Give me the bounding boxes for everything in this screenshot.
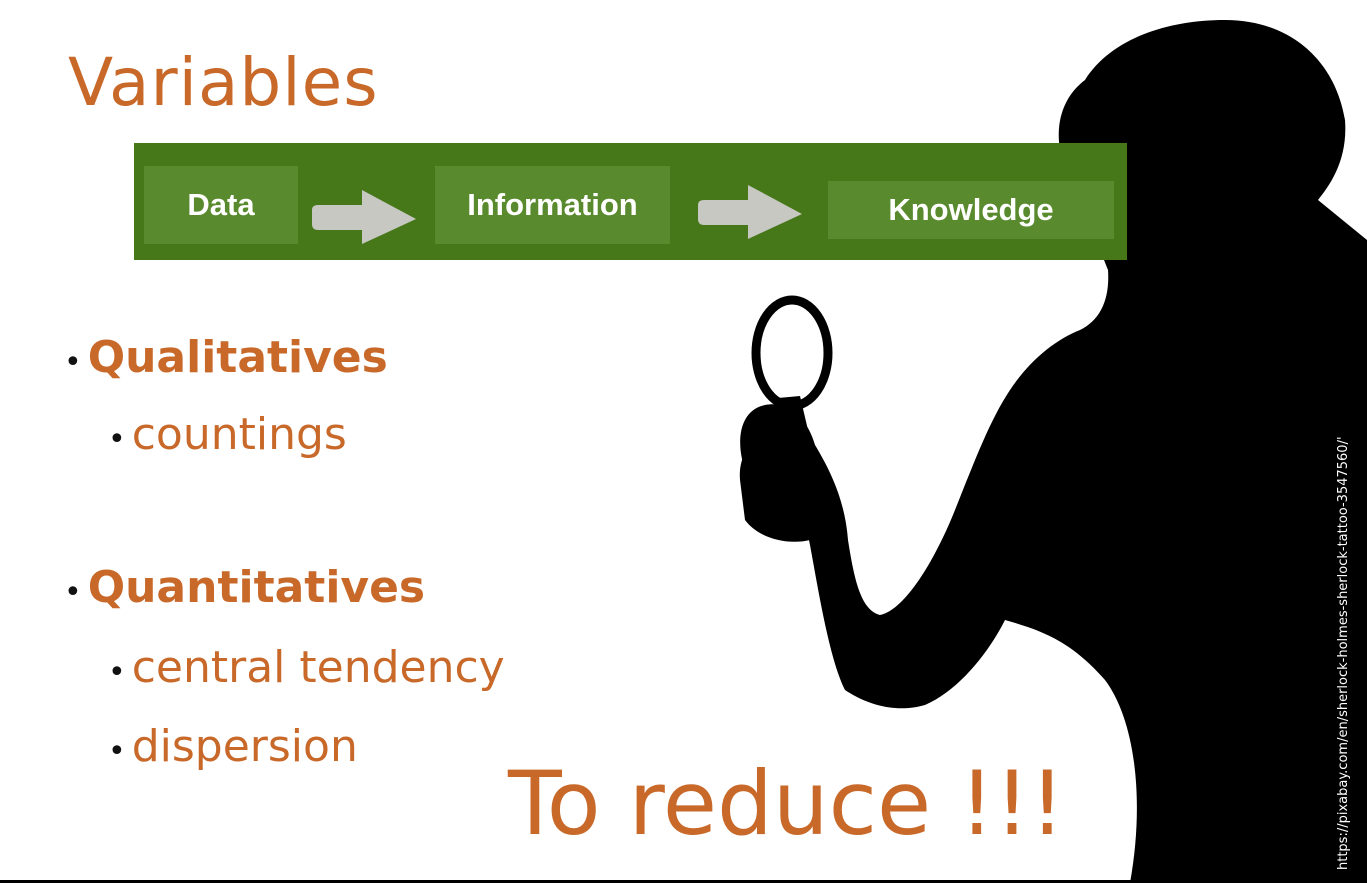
- bullet-countings: • countings: [108, 409, 347, 460]
- image-credit: https://pixabay.com/en/sherlock-holmes-s…: [1336, 436, 1351, 870]
- bullet-central-tendency: • central tendency: [108, 642, 505, 693]
- callout-text: To reduce !!!: [508, 752, 1065, 855]
- bullet-qualitatives: • Qualitatives: [64, 332, 388, 383]
- flow-step-knowledge: Knowledge: [828, 181, 1114, 239]
- flow-step-data: Data: [144, 166, 298, 244]
- bullet-quantitatives: • Quantitatives: [64, 562, 425, 613]
- bullet-label: Quantitatives: [87, 562, 426, 613]
- flow-step-information: Information: [435, 166, 670, 244]
- bullet-label: Qualitatives: [87, 332, 388, 383]
- data-information-knowledge-flow: Data Information Knowledge: [134, 143, 1127, 260]
- right-arrow-icon: [312, 190, 416, 244]
- magnifying-glass-icon: [751, 295, 833, 411]
- bullet-dot-icon: •: [64, 345, 82, 380]
- bottom-divider: [0, 880, 1367, 883]
- slide-title: Variables: [68, 44, 379, 121]
- bullet-label: central tendency: [131, 642, 505, 693]
- bullet-dot-icon: •: [64, 575, 82, 610]
- bullet-label: dispersion: [131, 721, 358, 772]
- bullet-dot-icon: •: [108, 422, 126, 457]
- bullet-dispersion: • dispersion: [108, 721, 358, 772]
- bullet-label: countings: [131, 409, 347, 460]
- right-arrow-icon: [698, 185, 802, 239]
- bullet-dot-icon: •: [108, 655, 126, 690]
- bullet-dot-icon: •: [108, 734, 126, 769]
